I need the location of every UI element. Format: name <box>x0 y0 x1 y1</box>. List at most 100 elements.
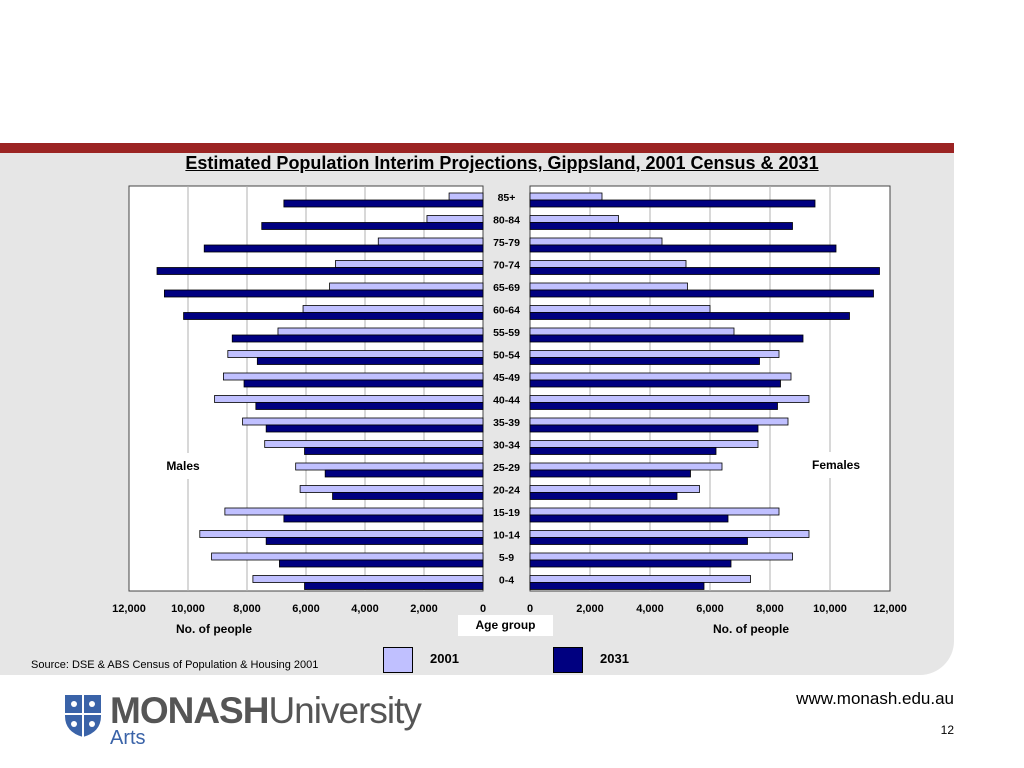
population-pyramid-chart: 12,000 10,000 8,000 6,000 4,000 2,000 0 0 2,000 4… <box>112 185 907 615</box>
females-bar-2031 <box>529 357 760 365</box>
age-group-tick-label: 45-49 <box>493 372 520 384</box>
females-x-tick-label: 0 <box>527 603 533 615</box>
males-bar-2001 <box>295 462 484 471</box>
females-bar-2001 <box>529 260 687 268</box>
age-group-tick-label: 65-69 <box>493 282 520 294</box>
females-bar-2031 <box>529 559 732 568</box>
females-bar-2031 <box>529 244 837 253</box>
age-group-tick-label: 15-19 <box>493 507 520 519</box>
females-bar-2031 <box>529 492 678 500</box>
age-group-tick-label: 85+ <box>498 192 516 204</box>
males-bar-2031 <box>156 267 484 275</box>
females-x-axis-title: No. of people <box>713 622 789 636</box>
monash-crest-icon <box>65 695 101 737</box>
females-bar-2031 <box>529 267 880 275</box>
males-bar-2001 <box>242 417 484 426</box>
males-bar-2001 <box>335 260 484 268</box>
website-url[interactable]: www.monash.edu.au <box>796 689 954 708</box>
females-bar-2001 <box>529 372 792 381</box>
females-x-tick-label: 4,000 <box>636 603 664 615</box>
males-bar-2031 <box>231 334 484 343</box>
age-group-tick-label: 10-14 <box>493 530 520 542</box>
males-bar-2031 <box>265 424 484 433</box>
males-x-axis-title: No. of people <box>176 622 252 636</box>
females-bar-2001 <box>529 282 688 291</box>
source-note: Source: DSE & ABS Census of Population &… <box>31 659 319 671</box>
legend-label-2001: 2001 <box>430 651 459 666</box>
page-number: 12 <box>940 723 954 737</box>
age-group-tick-label: 20-24 <box>493 485 520 497</box>
chart-title: Estimated Population Interim Projections… <box>185 153 819 173</box>
males-x-tick-label: 10,000 <box>171 603 205 615</box>
males-bar-2001 <box>377 237 484 246</box>
females-bar-2001 <box>529 552 793 561</box>
males-bar-2031 <box>304 582 484 590</box>
males-bar-2001 <box>264 440 484 448</box>
females-bar-2031 <box>529 514 729 523</box>
legend-swatch-2001 <box>383 647 413 673</box>
males-bar-2031 <box>255 402 484 410</box>
females-label: Females <box>796 452 876 478</box>
males-bar-2001 <box>329 282 484 291</box>
males-bar-2001 <box>211 552 484 561</box>
females-bar-2001 <box>529 440 759 448</box>
males-x-tick-label: 6,000 <box>292 603 320 615</box>
females-bar-2031 <box>529 424 759 433</box>
age-group-tick-label: 35-39 <box>493 417 520 429</box>
females-bar-2031 <box>529 402 778 410</box>
females-x-tick-label: 2,000 <box>576 603 604 615</box>
females-bar-2001 <box>529 192 603 201</box>
age-group-tick-label: 55-59 <box>493 327 520 339</box>
age-group-tick-label: 60-64 <box>493 305 520 317</box>
females-bar-2031 <box>529 334 804 343</box>
males-bar-2031 <box>324 469 484 478</box>
males-x-tick-label: 2,000 <box>410 603 438 615</box>
legend-swatch-2031 <box>553 647 583 673</box>
males-bar-2031 <box>243 379 484 388</box>
females-bar-2001 <box>529 485 700 493</box>
males-bar-2031 <box>279 559 484 568</box>
faculty-name: Arts <box>110 727 146 749</box>
age-group-tick-label: 0-4 <box>499 575 514 587</box>
males-bar-2001 <box>222 372 484 381</box>
males-x-tick-label: 4,000 <box>351 603 379 615</box>
age-group-tick-label: 75-79 <box>493 237 520 249</box>
males-bar-2031 <box>261 222 484 230</box>
males-x-tick-label: 8,000 <box>233 603 261 615</box>
females-bar-2031 <box>529 312 850 320</box>
females-bar-2001 <box>529 462 723 471</box>
males-label: Males <box>146 453 220 479</box>
age-group-tick-label: 25-29 <box>493 462 520 474</box>
males-bar-2001 <box>299 485 484 493</box>
age-group-tick-label: 40-44 <box>493 395 520 407</box>
females-bar-2031 <box>529 537 748 545</box>
females-bar-2001 <box>529 395 810 403</box>
females-bar-2031 <box>529 582 705 590</box>
males-bar-2031 <box>203 244 484 253</box>
females-x-tick-label: 10,000 <box>813 603 847 615</box>
males-bar-2001 <box>302 305 484 313</box>
males-bar-2001 <box>426 215 484 223</box>
females-bar-2001 <box>529 350 780 358</box>
males-bar-2031 <box>265 537 484 545</box>
monash-wordmark: MONASHUniversity <box>110 690 422 731</box>
males-x-tick-label: 12,000 <box>112 603 146 615</box>
females-x-tick-label: 8,000 <box>756 603 784 615</box>
females-bar-2031 <box>529 447 717 455</box>
females-x-tick-label: 12,000 <box>873 603 907 615</box>
males-bar-2001 <box>214 395 484 403</box>
females-bar-2031 <box>529 289 874 298</box>
males-bar-2001 <box>448 192 484 201</box>
females-x-tick-label: 6,000 <box>696 603 724 615</box>
age-group-tick-label: 30-34 <box>493 440 520 452</box>
males-bar-2001 <box>227 350 484 358</box>
females-bar-2001 <box>529 237 663 246</box>
females-bar-2001 <box>529 417 789 426</box>
age-group-tick-label: 50-54 <box>493 350 520 362</box>
females-bar-2031 <box>529 379 781 388</box>
males-bar-2031 <box>163 289 484 298</box>
males-bar-2031 <box>283 514 484 523</box>
males-x-tick-label: 0 <box>480 603 486 615</box>
females-bar-2001 <box>529 530 810 538</box>
males-bar-2001 <box>277 327 484 336</box>
